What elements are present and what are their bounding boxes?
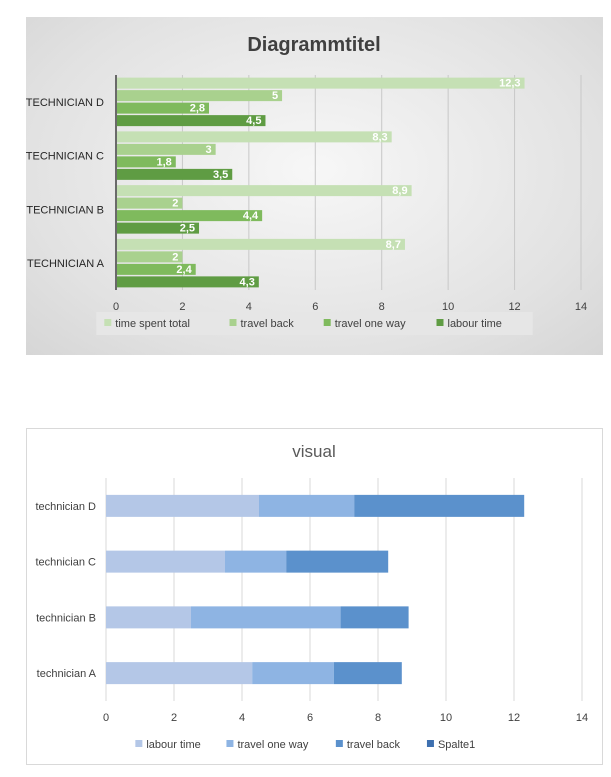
chart-1-legend-label: time spent total: [115, 318, 190, 330]
chart-2-legend-label: Spalte1: [438, 739, 475, 751]
chart-1-bar: [117, 77, 525, 89]
chart-2-legend-label: labour time: [146, 739, 200, 751]
chart-1-bar: [117, 251, 183, 263]
chart-1-legend-box: [96, 312, 533, 335]
chart-2-category-label: technician A: [37, 668, 97, 680]
chart-1-x-tick-label: 2: [179, 301, 185, 313]
chart-2-x-tick-label: 0: [103, 712, 109, 724]
chart-1-bar: [117, 222, 200, 234]
chart-1-bar: [117, 168, 233, 180]
chart-1-legend-swatch: [229, 319, 237, 326]
chart-2-x-tick-label: 12: [508, 712, 520, 724]
chart-1-bar: [117, 197, 183, 209]
chart-1-legend-swatch: [436, 319, 444, 326]
chart-1-data-label: 3,5: [213, 169, 228, 181]
chart-1-x-tick-label: 14: [575, 301, 587, 313]
chart-2-bar-segment: [106, 606, 191, 629]
chart-1-legend-label: travel back: [241, 318, 295, 330]
chart-2-legend-swatch: [135, 740, 143, 747]
chart-2-bar-segment: [252, 662, 334, 685]
chart-2-legend-swatch: [226, 740, 234, 747]
chart-1-data-label: 2,8: [190, 103, 205, 115]
chart-1-category-label: TECHNICIAN D: [26, 97, 104, 109]
chart-1-legend-label: labour time: [448, 318, 502, 330]
chart-1-data-label: 4,3: [240, 276, 255, 288]
chart-1-category-label: TECHNICIAN A: [27, 258, 105, 270]
chart-2-bar-segment: [286, 550, 389, 573]
chart-1-data-label: 8,7: [386, 239, 401, 251]
chart-1-data-label: 8,3: [372, 131, 387, 143]
chart-2-category-label: technician D: [35, 501, 96, 513]
chart-1-x-tick-label: 10: [442, 301, 454, 313]
chart-1-category-label: TECHNICIAN C: [26, 151, 104, 163]
chart-1-data-label: 5: [272, 90, 278, 102]
chart-1-x-tick-label: 6: [312, 301, 318, 313]
chart-2-bar-segment: [340, 606, 409, 629]
chart-1-bar: [117, 143, 216, 155]
chart-1-data-label: 3: [206, 144, 212, 156]
chart-1-data-label: 12,3: [499, 78, 520, 90]
chart-1-bar: [117, 263, 196, 275]
chart-2-category-label: technician C: [35, 557, 96, 569]
chart-1-x-tick-label: 0: [113, 301, 119, 313]
chart-1-bar: [117, 102, 209, 114]
chart-1-legend-swatch: [323, 319, 331, 326]
chart-1-legend-label: travel one way: [335, 318, 406, 330]
chart-1-data-label: 8,9: [392, 185, 407, 197]
chart-1-svg: Diagrammtitel 12,3 5 2,8 4,5 8,3 3 1,8 3,5 8,9 2 4…: [26, 34, 587, 335]
chart-2-title: visual: [292, 442, 335, 461]
chart-1-category-label: TECHNICIAN B: [26, 204, 104, 216]
chart-1-data-label: 2,5: [180, 223, 195, 235]
chart-2-svg: visual 0 2 4 6 8 10 12 14 technician D technician…: [35, 442, 588, 751]
chart-2-legend-label: travel one way: [237, 739, 308, 751]
chart-1-data-label: 4,5: [246, 115, 261, 127]
chart-2-x-tick-label: 2: [171, 712, 177, 724]
chart-2-x-tick-label: 4: [239, 712, 245, 724]
chart-1-x-tick-label: 12: [508, 301, 520, 313]
chart-1-x-tick-label: 4: [246, 301, 252, 313]
chart-2-category-label: technician B: [36, 612, 96, 624]
chart-2-bar-segment: [191, 606, 341, 629]
chart-1-data-label: 1,8: [156, 156, 171, 168]
chart-2-bar-segment: [106, 494, 259, 517]
chart-2-legend-label: travel back: [347, 739, 401, 751]
chart-diagrammtitel: Diagrammtitel 12,3 5 2,8 4,5 8,3 3 1,8 3,5 8,9 2 4…: [26, 17, 603, 355]
chart-1-data-label: 2,4: [176, 264, 192, 276]
chart-1-bar: [117, 238, 405, 250]
chart-1-bar: [117, 276, 259, 288]
chart-1-data-label: 4,4: [243, 210, 259, 222]
chart-2-x-tick-label: 6: [307, 712, 313, 724]
chart-2-bar-segment: [259, 494, 355, 517]
chart-1-bar: [117, 131, 392, 143]
chart-1-legend-swatch: [104, 319, 112, 326]
chart-1-bar: [117, 185, 412, 197]
chart-2-bar-segment: [106, 550, 225, 573]
chart-2-bar-segment: [225, 550, 287, 573]
chart-2-x-tick-label: 14: [576, 712, 588, 724]
chart-2-legend-swatch: [335, 740, 343, 747]
chart-1-data-label: 2: [172, 198, 178, 210]
chart-1-bar: [117, 156, 176, 168]
chart-1-bar: [117, 210, 263, 222]
chart-2-x-tick-label: 10: [440, 712, 452, 724]
chart-1-x-tick-label: 8: [379, 301, 385, 313]
chart-1-bar: [117, 115, 266, 127]
chart-2-x-tick-label: 8: [375, 712, 381, 724]
chart-2-legend-swatch: [426, 740, 434, 747]
chart-visual: visual 0 2 4 6 8 10 12 14 technician D technician…: [26, 428, 603, 765]
chart-2-bar-segment: [106, 662, 253, 685]
chart-2-bar-segment: [333, 662, 402, 685]
chart-1-title: Diagrammtitel: [247, 34, 380, 56]
chart-1-bar: [117, 90, 283, 102]
chart-2-bar-segment: [354, 494, 525, 517]
chart-1-data-label: 2: [172, 251, 178, 263]
